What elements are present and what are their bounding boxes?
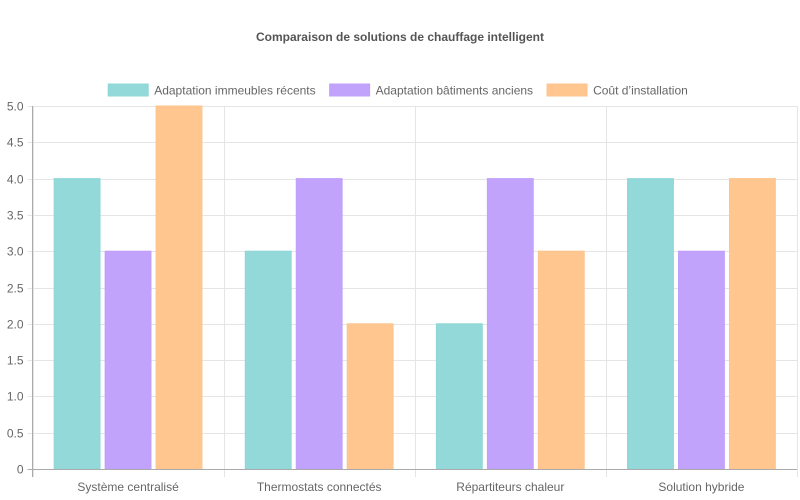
legend-label: Coût d’installation xyxy=(593,84,688,98)
legend-item: Adaptation immeubles récents xyxy=(107,83,316,98)
bars xyxy=(53,105,776,470)
bar-2-4 xyxy=(678,250,725,470)
bar-1-2 xyxy=(244,250,292,470)
bar-3-3 xyxy=(537,250,585,470)
y-tick-label: 2.5 xyxy=(7,282,24,296)
y-tick-label: 4.5 xyxy=(7,136,24,150)
x-tick-label: Solution hybride xyxy=(658,480,744,494)
y-tick-label: 1.0 xyxy=(7,390,24,404)
axes: 0 0.5 1.0 1.5 2.0 2.5 3.0 3.5 4.0 4.5 5.0 Système c… xyxy=(7,100,797,494)
y-tick-label: 3.5 xyxy=(7,209,24,223)
bar-2-3 xyxy=(486,178,534,470)
bar-2-1 xyxy=(104,250,152,470)
y-tick-label: 2.0 xyxy=(7,318,24,332)
chart-title: Comparaison de solutions de chauffage in… xyxy=(256,30,544,44)
legend-item: Adaptation bâtiments anciens xyxy=(329,83,533,98)
bar-3-2 xyxy=(346,323,394,470)
y-tick-label: 1.5 xyxy=(7,354,24,368)
legend-swatch xyxy=(329,83,371,97)
legend-item: Coût d’installation xyxy=(546,83,688,98)
bar-2-2 xyxy=(295,178,343,470)
y-tick-label: 3.0 xyxy=(7,245,24,259)
y-tick-label: 0 xyxy=(17,463,24,477)
x-tick-label: Système centralisé xyxy=(77,480,179,494)
bar-3-1 xyxy=(155,105,203,470)
legend-swatch xyxy=(546,83,588,97)
legend: Adaptation immeubles récents Adaptation b… xyxy=(107,83,688,98)
legend-swatch xyxy=(107,83,149,97)
y-tick-label: 0.5 xyxy=(7,427,24,441)
y-tick-label: 4.0 xyxy=(7,173,24,187)
x-tick-label: Thermostats connectés xyxy=(257,480,382,494)
bar-1-3 xyxy=(435,323,483,470)
legend-label: Adaptation immeubles récents xyxy=(154,84,315,98)
y-tick-label: 5.0 xyxy=(7,100,24,114)
bar-1-4 xyxy=(627,178,674,470)
bar-3-4 xyxy=(728,178,776,470)
bar-1-1 xyxy=(53,178,101,470)
legend-label: Adaptation bâtiments anciens xyxy=(376,84,533,98)
x-tick-label: Répartiteurs chaleur xyxy=(456,480,564,494)
